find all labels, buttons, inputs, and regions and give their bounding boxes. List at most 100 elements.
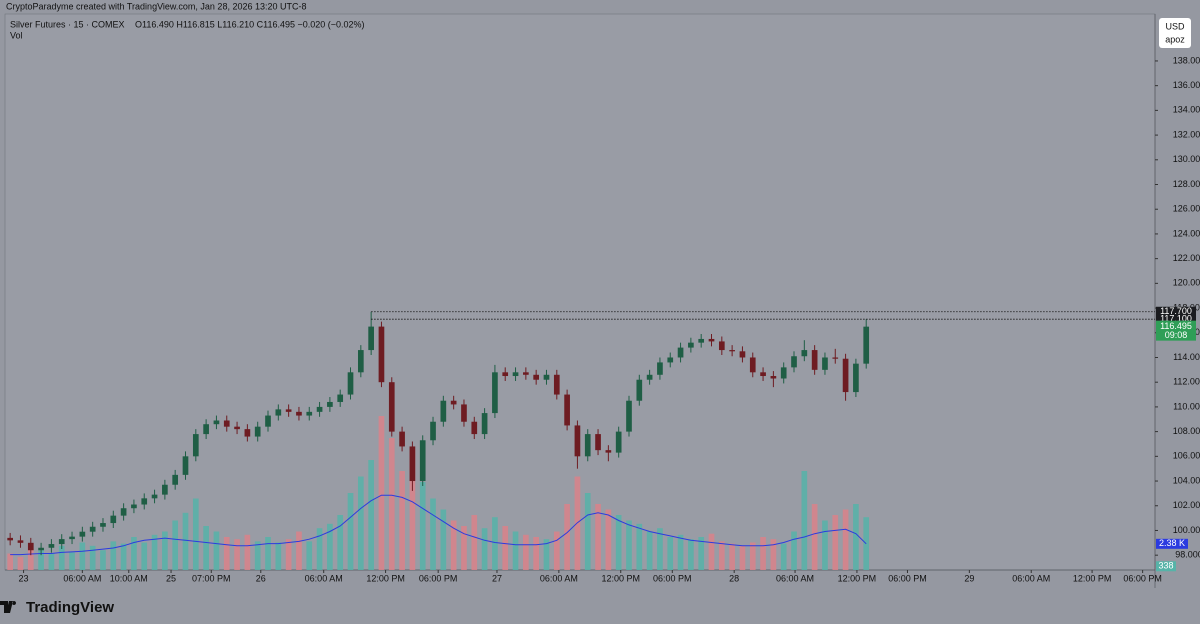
volume-bar: [162, 531, 168, 570]
volume-bar: [27, 548, 34, 570]
countdown: 09:08: [1165, 330, 1188, 340]
volume-bar: [564, 504, 570, 570]
x-tick-label: 06:00 PM: [1123, 573, 1162, 583]
y-tick-label: 128.000: [1173, 179, 1200, 189]
candle-body: [626, 400, 632, 432]
volume-bar: [584, 493, 591, 570]
candle-body: [378, 326, 385, 383]
y-tick-label: 122.000: [1173, 253, 1200, 263]
candle-body: [306, 411, 313, 416]
candle-body: [100, 523, 106, 527]
candle-body: [574, 425, 581, 457]
volume-bar: [553, 531, 560, 570]
candle-body: [409, 446, 416, 482]
volume-bar: [131, 537, 137, 570]
volume-bar: [110, 541, 117, 570]
x-tick-label: 06:00 PM: [653, 573, 692, 583]
x-tick-label: 12:00 PM: [1073, 573, 1112, 583]
volume-bar: [471, 515, 478, 570]
volume-bar: [203, 526, 209, 570]
currency[interactable]: USD: [1165, 21, 1185, 31]
candle-body: [141, 498, 148, 505]
candle-body: [770, 376, 777, 379]
level-label: 117.100: [1160, 314, 1192, 324]
candle-body: [760, 372, 766, 377]
volume-bar: [368, 460, 374, 570]
volume-bar: [595, 504, 601, 570]
candle-body: [265, 415, 271, 427]
candle-body: [182, 456, 189, 475]
volume-bar: [254, 541, 261, 570]
volume-bar: [285, 539, 292, 570]
y-tick-label: 108.000: [1173, 426, 1200, 436]
candle-body: [27, 542, 34, 551]
volume-bar: [89, 545, 96, 570]
y-tick-label: 100.000: [1173, 525, 1200, 535]
volume-bar: [770, 539, 777, 570]
candle-body: [285, 409, 292, 412]
candle-body: [368, 326, 374, 351]
volume-bar: [667, 537, 674, 570]
volume-bar: [688, 539, 694, 570]
volume-bar: [533, 537, 540, 570]
volume-ma-badge: [1156, 538, 1188, 549]
candle-body: [327, 401, 333, 407]
volume-bar: [306, 541, 313, 570]
candle-body: [203, 424, 209, 435]
y-tick-label: 138.000: [1173, 55, 1200, 65]
y-tick-label: 136.000: [1173, 80, 1200, 90]
volume-bar: [337, 515, 344, 570]
volume-bar: [646, 531, 653, 570]
price-badge: [1156, 320, 1196, 341]
unit-label[interactable]: apoz: [1165, 34, 1185, 44]
x-tick-label: 29: [964, 573, 974, 583]
y-tick-label: 112.000: [1173, 377, 1200, 387]
ohlc: O116.490 H116.815 L116.210 C116.495 −0.0…: [135, 19, 365, 29]
x-tick-label: 06:00 PM: [888, 573, 927, 583]
candle-body: [89, 526, 96, 532]
volume-bar: [79, 542, 86, 570]
volume-bar: [698, 537, 705, 570]
candle-body: [595, 434, 601, 451]
y-tick-label: 126.000: [1173, 204, 1200, 214]
candle-body: [791, 356, 797, 368]
candle-body: [461, 404, 467, 422]
volume-bar: [69, 552, 75, 570]
volume-bar: [275, 542, 282, 570]
volume-bar: [327, 523, 333, 570]
x-tick-label: 06:00 PM: [419, 573, 458, 583]
x-tick-label: 27: [492, 573, 502, 583]
currency-box[interactable]: [1159, 18, 1191, 48]
volume-bar: [543, 539, 550, 570]
volume-bar: [481, 528, 488, 570]
volume-bar: [657, 528, 663, 570]
volume-bar: [419, 482, 426, 570]
volume-value: 338: [1158, 561, 1173, 571]
volume-bar: [409, 449, 416, 570]
chart: CryptoParadyme created with TradingView.…: [4, 1, 1200, 588]
footer: TradingView: [0, 590, 1200, 624]
symbol: Silver Futures · 15 · COMEX: [10, 19, 125, 29]
volume-title: Vol: [10, 30, 23, 40]
candle-body: [296, 411, 302, 416]
volume-bar: [223, 537, 230, 570]
volume-bar: [244, 534, 251, 570]
candle-body: [553, 374, 560, 395]
volume-bar: [708, 533, 715, 570]
volume-bar: [718, 541, 725, 570]
candle-body: [853, 363, 859, 393]
volume-bar: [58, 545, 65, 570]
candle-body: [605, 450, 612, 453]
candle-body: [275, 409, 282, 416]
y-tick-label: 110.000: [1173, 401, 1200, 411]
candle-body: [677, 347, 684, 358]
candle-body: [801, 350, 808, 357]
candle-body: [69, 536, 75, 540]
volume-bar: [347, 493, 354, 570]
y-tick-label: 104.000: [1173, 475, 1200, 485]
candle-body: [357, 350, 364, 373]
volume-bar: [502, 526, 509, 570]
y-tick-label: 124.000: [1173, 228, 1200, 238]
candle-body: [729, 350, 735, 352]
candle-body: [718, 341, 725, 351]
